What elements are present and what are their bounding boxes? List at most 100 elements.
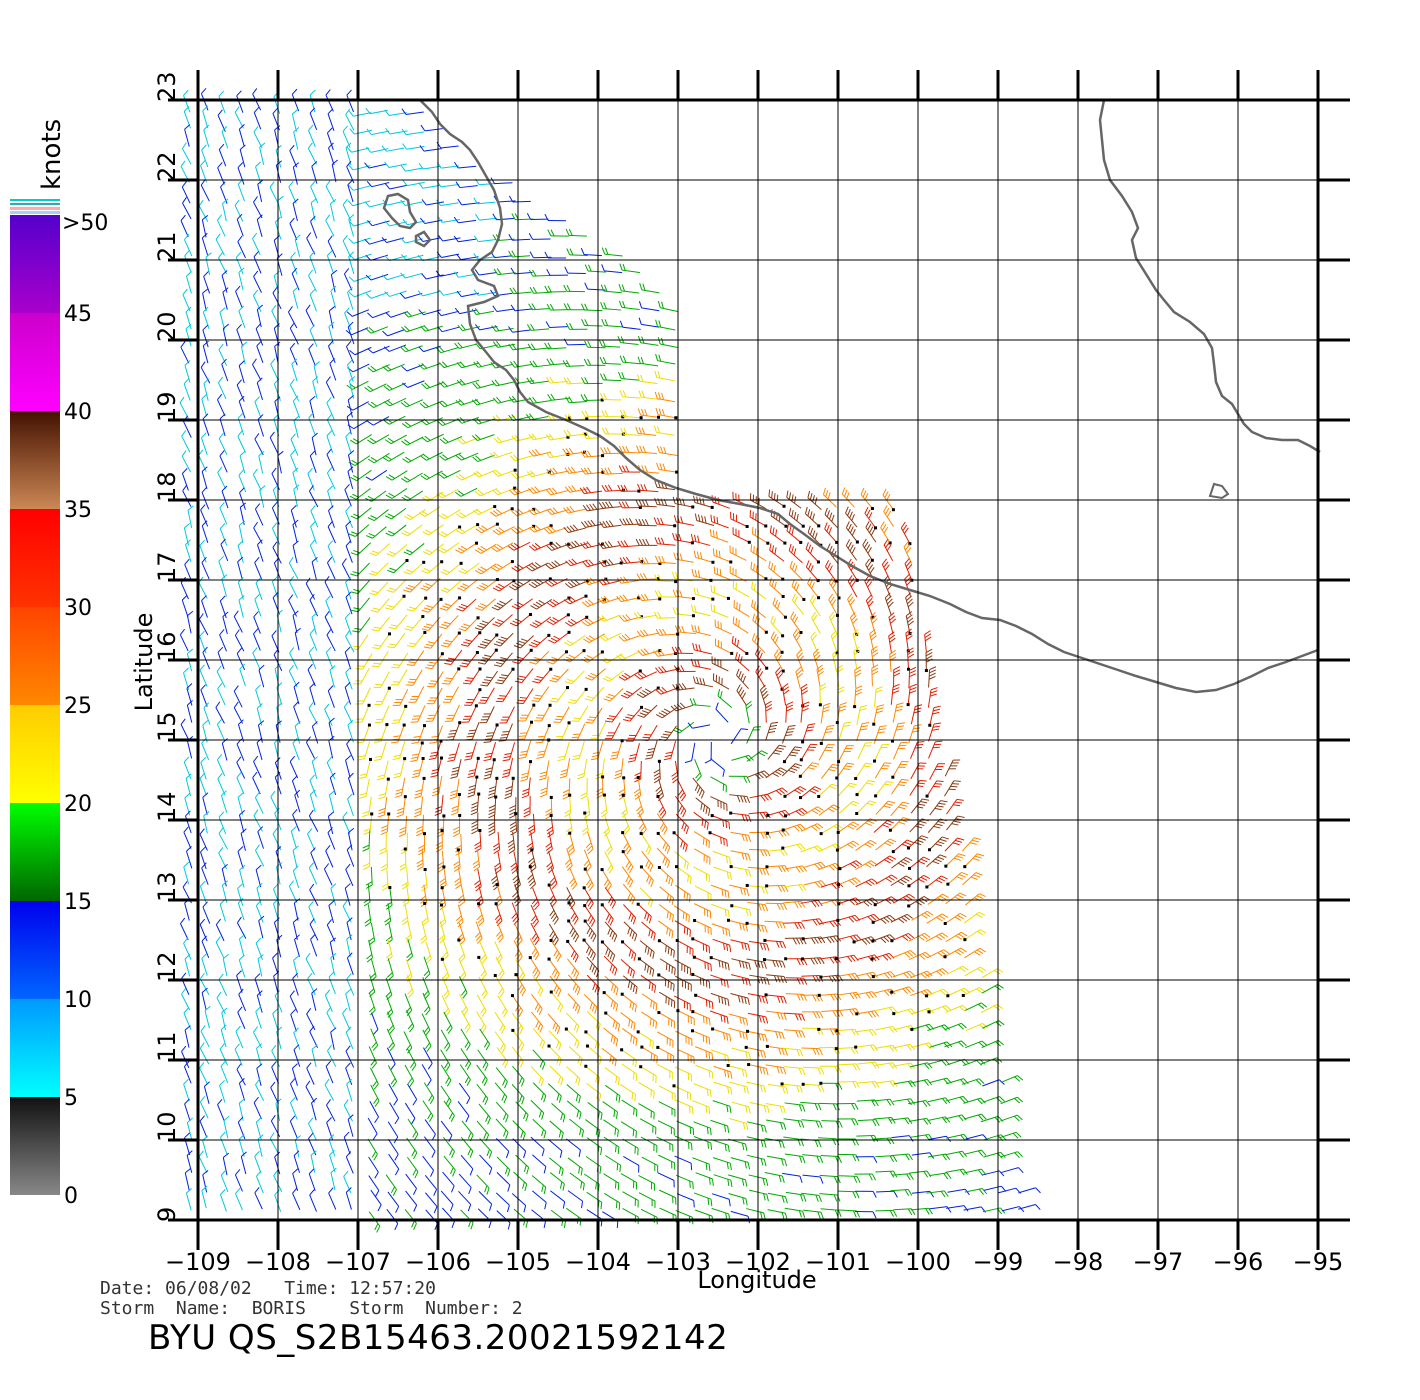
wind-barb — [477, 648, 498, 665]
wind-barb — [306, 232, 316, 255]
wind-barb — [531, 686, 550, 702]
wind-barb — [783, 786, 807, 798]
wind-barb — [239, 865, 246, 888]
wind-barb — [292, 395, 301, 418]
wind-barb — [746, 750, 768, 762]
wind-barb — [925, 932, 948, 943]
wind-barb — [306, 1062, 315, 1085]
wind-barb — [292, 737, 300, 761]
wind-barb — [620, 992, 637, 1013]
longitude-tick-label: −101 — [805, 1248, 871, 1276]
wind-barb — [392, 688, 409, 706]
wind-barb — [583, 849, 592, 873]
wind-barb — [326, 397, 335, 420]
wind-barb — [657, 973, 675, 992]
wind-barb — [288, 180, 297, 204]
wind-barb — [471, 398, 495, 406]
wind-barb — [365, 469, 388, 481]
wind-barb — [290, 826, 297, 849]
longitude-tick-label: −103 — [645, 1248, 711, 1276]
wind-barb — [548, 1030, 562, 1051]
wind-barb — [854, 1173, 877, 1181]
wind-barb — [347, 466, 354, 490]
wind-barb — [805, 560, 820, 583]
wind-barb — [416, 848, 424, 871]
wind-barb — [618, 371, 640, 381]
wind-barb — [330, 285, 337, 309]
wind-barb — [307, 663, 316, 687]
wind-barb — [410, 741, 424, 762]
wind-barb — [257, 954, 264, 977]
wind-barb — [511, 507, 536, 517]
wind-barb — [346, 952, 354, 975]
wind-barb — [765, 1044, 788, 1056]
wind-barb — [292, 198, 299, 222]
wind-barb — [618, 501, 642, 509]
wind-barb — [890, 986, 915, 995]
wind-barb — [326, 430, 334, 453]
wind-barb — [457, 1101, 470, 1123]
wind-barb — [385, 524, 407, 537]
wind-barb — [237, 1006, 246, 1029]
wind-barb — [869, 628, 877, 652]
wind-barb — [491, 867, 500, 891]
wind-barb — [237, 719, 245, 742]
wind-barb — [219, 1043, 229, 1066]
wind-barb — [385, 470, 408, 481]
wind-barb — [439, 452, 462, 461]
wind-barb — [406, 596, 428, 612]
wind-barb — [711, 903, 730, 918]
wind-barb — [347, 827, 355, 851]
wind-barb — [186, 610, 194, 634]
wind-barb — [370, 598, 390, 613]
wind-barb — [351, 597, 370, 613]
longitude-tick-label: −108 — [245, 1248, 311, 1276]
wind-barb — [563, 524, 586, 534]
wind-barb — [638, 317, 660, 328]
wind-barb — [929, 763, 946, 780]
wind-barb — [546, 268, 568, 276]
wind-barb — [600, 940, 616, 962]
wind-barb — [234, 1169, 243, 1192]
wind-barb — [346, 1078, 353, 1102]
wind-barb — [839, 1175, 861, 1183]
wind-barb — [639, 282, 660, 294]
map-frame — [196, 98, 1320, 1222]
wind-barb — [366, 128, 390, 136]
wind-barb — [515, 1154, 530, 1175]
colorbar-segment — [10, 999, 60, 1097]
wind-barb — [238, 595, 245, 618]
wind-barb — [963, 929, 987, 942]
wind-barb — [653, 611, 676, 619]
wind-barb — [326, 448, 335, 472]
wind-barb — [236, 756, 246, 779]
wind-barb — [927, 949, 950, 959]
wind-barb — [438, 525, 462, 538]
wind-barb — [309, 288, 317, 312]
wind-barb — [709, 956, 730, 971]
wind-barb — [202, 340, 209, 364]
wind-barb — [407, 1118, 419, 1141]
wind-barb — [530, 1136, 545, 1157]
wind-barb — [730, 511, 749, 529]
wind-barb — [441, 1207, 455, 1229]
wind-barb — [780, 1082, 803, 1093]
wind-barb — [892, 741, 908, 760]
wind-barb — [419, 217, 443, 224]
wind-barb — [217, 773, 226, 796]
wind-barb — [345, 591, 353, 615]
wind-barb — [422, 524, 444, 536]
wind-barb — [369, 1067, 379, 1090]
wind-barb — [616, 594, 641, 603]
wind-barb — [598, 577, 621, 586]
wind-barb — [345, 1026, 354, 1050]
wind-barb — [855, 878, 878, 888]
wind-barb — [856, 722, 870, 742]
wind-barb — [496, 1172, 511, 1192]
wind-barb — [785, 1191, 807, 1202]
wind-barb — [385, 594, 406, 611]
wind-barb — [509, 487, 532, 496]
wind-barb — [276, 1026, 283, 1050]
wind-barb — [531, 993, 543, 1016]
map-grid — [168, 70, 1350, 1250]
